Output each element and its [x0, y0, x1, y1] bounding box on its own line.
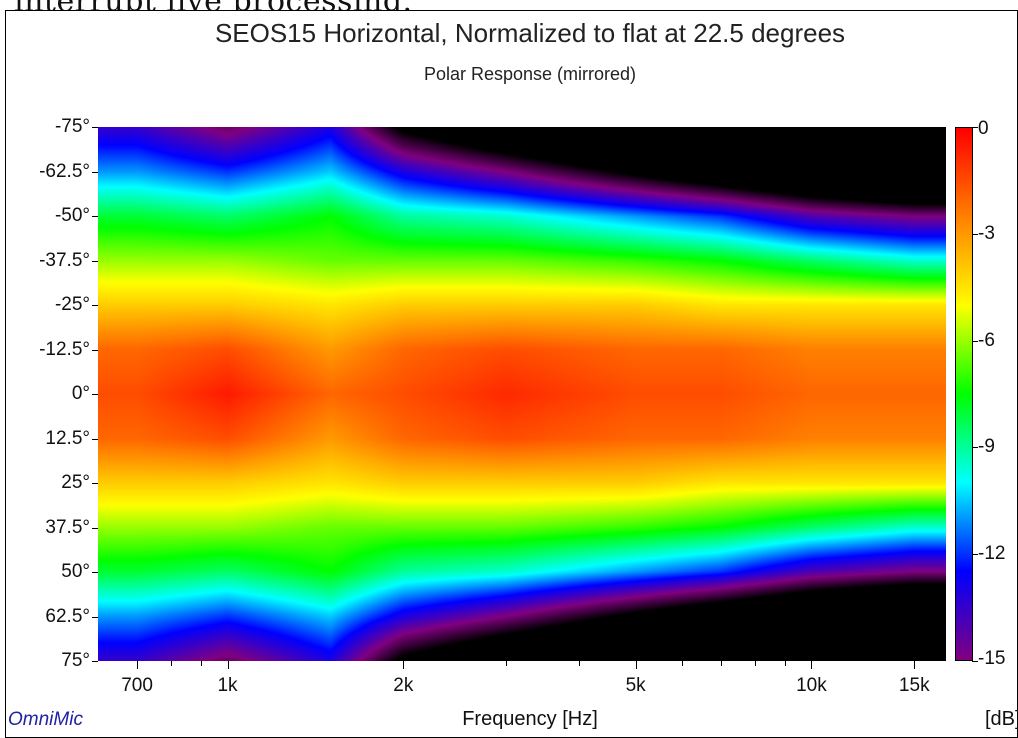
- x-tick-mark: [635, 661, 637, 669]
- y-tick-label: 50°: [61, 561, 90, 582]
- y-tick-mark: [92, 216, 98, 217]
- x-tick-label: 1k: [217, 675, 238, 696]
- y-tick-mark: [92, 305, 98, 306]
- colorbar-tick-label: -9: [978, 436, 995, 458]
- x-tick-mark: [811, 661, 813, 669]
- y-tick-label: -62.5°: [39, 160, 90, 182]
- x-tick-mark: [227, 661, 229, 669]
- y-tick-mark: [92, 572, 98, 573]
- colorbar-tick-mark: [972, 340, 978, 342]
- y-tick-mark: [92, 661, 98, 662]
- y-tick-label: 62.5°: [45, 605, 90, 627]
- x-minor-tick-mark: [170, 661, 172, 666]
- x-tick-label: 10k: [796, 675, 827, 696]
- colorbar-tick-label: 0: [978, 118, 989, 139]
- x-minor-tick-mark: [506, 661, 508, 666]
- x-minor-tick-mark: [754, 661, 756, 666]
- colorbar-tick-label: -12: [978, 543, 1006, 565]
- y-tick-mark: [92, 527, 98, 529]
- y-tick-label: 75°: [61, 650, 90, 671]
- chart-title: SEOS15 Horizontal, Normalized to flat at…: [214, 18, 846, 48]
- x-tick-mark: [403, 661, 405, 669]
- x-minor-tick-mark: [200, 661, 202, 666]
- x-tick-label: 15k: [898, 675, 930, 696]
- x-axis-label: Frequency [Hz]: [462, 708, 598, 730]
- y-tick-mark: [92, 438, 98, 440]
- y-tick-mark: [92, 349, 98, 351]
- y-tick-mark: [92, 260, 98, 262]
- colorbar-tick-mark: [972, 447, 978, 449]
- chart-subtitle: Polar Response (mirrored): [423, 64, 637, 84]
- colorbar-tick-label: -6: [978, 329, 995, 351]
- colorbar: [955, 127, 973, 661]
- y-tick-label: 12.5°: [45, 427, 90, 449]
- colorbar-tick-label: -15: [978, 648, 1006, 669]
- colorbar-tick-label: -3: [978, 222, 995, 244]
- y-tick-mark: [92, 394, 98, 395]
- y-tick-mark: [92, 127, 98, 128]
- x-minor-tick-mark: [579, 661, 581, 666]
- x-minor-tick-mark: [720, 661, 722, 666]
- y-tick-label: -25°: [54, 294, 90, 315]
- colorbar-tick-mark: [972, 661, 978, 662]
- x-tick-label: 700: [121, 675, 153, 696]
- x-tick-mark: [137, 661, 139, 669]
- y-tick-mark: [92, 483, 98, 484]
- y-tick-label: 25°: [61, 472, 90, 493]
- y-tick-label: -12.5°: [39, 338, 90, 360]
- brand-logo-text: OmniMic: [8, 709, 83, 730]
- y-tick-label: -37.5°: [39, 249, 90, 271]
- heatmap-plot-area: [98, 127, 946, 661]
- y-tick-label: 37.5°: [45, 516, 90, 538]
- x-minor-tick-mark: [784, 661, 786, 666]
- colorbar-tick-mark: [972, 233, 978, 235]
- y-tick-mark: [92, 616, 98, 618]
- x-minor-tick-mark: [681, 661, 683, 666]
- colorbar-unit-label: [dB]: [985, 708, 1018, 730]
- x-tick-label: 2k: [393, 675, 414, 696]
- colorbar-tick-mark: [972, 554, 978, 556]
- y-tick-mark: [92, 171, 98, 173]
- x-tick-mark: [914, 661, 916, 669]
- y-tick-label: 0°: [71, 383, 90, 404]
- colorbar-tick-mark: [972, 127, 978, 128]
- x-tick-label: 5k: [625, 675, 646, 696]
- y-tick-label: -75°: [54, 116, 90, 137]
- heatmap-image: [98, 127, 946, 661]
- y-tick-label: -50°: [54, 205, 90, 226]
